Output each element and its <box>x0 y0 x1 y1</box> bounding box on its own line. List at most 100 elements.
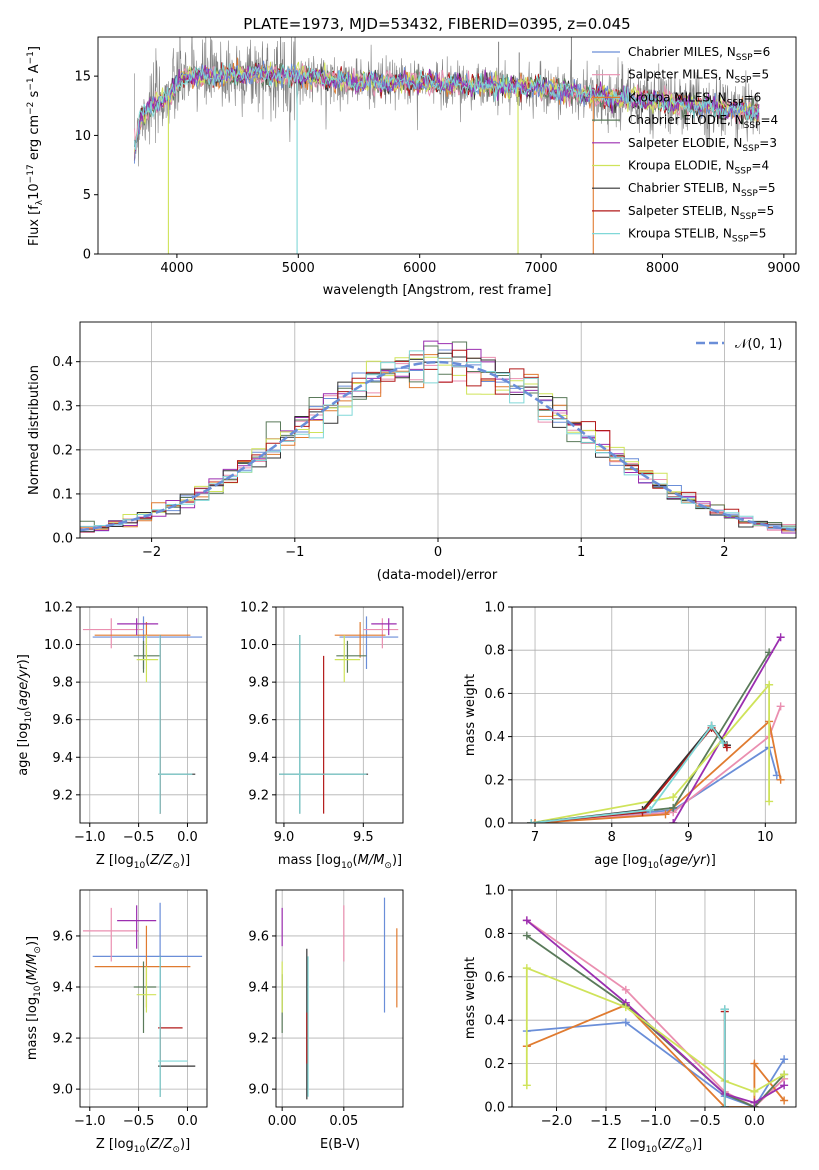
x-tick-label: 8 <box>608 830 616 845</box>
text-segment: mass [log <box>25 997 40 1060</box>
axes-ebv_vs_mass: 0.00 0.05 9.0 9.2 9.4 9.6 E(B-V) <box>248 889 404 1152</box>
plot-area-z_vs_weight <box>522 916 789 1107</box>
text-segment: ( <box>25 980 40 985</box>
weight-line-chabrier_elodie <box>531 651 770 823</box>
text-segment: )] <box>180 853 190 868</box>
plot-area-spectrum <box>133 37 760 254</box>
y-tick-label: 9.0 <box>248 1083 269 1098</box>
weight-marker-chabrier_miles <box>621 1018 630 1027</box>
x-tick-label: −1.0 <box>74 1114 106 1129</box>
y-tick-label: 9.2 <box>52 1032 73 1047</box>
y-tick-label: 10.2 <box>44 601 73 616</box>
y-tick-label: 9.2 <box>248 788 269 803</box>
text-segment: =5 <box>749 227 767 241</box>
text-segment: 10 <box>646 1145 658 1155</box>
text-segment: ] <box>27 46 42 51</box>
y-tick-label: 9.8 <box>248 676 269 691</box>
weight-marker-salpeter_stelib <box>722 743 731 752</box>
text-segment: 10 <box>341 861 353 871</box>
text-segment: age [log <box>16 723 31 776</box>
x-tick-label: −2 <box>142 545 161 560</box>
text-segment: Z [log <box>96 1137 134 1152</box>
y-tick-label: 9.0 <box>52 1083 73 1098</box>
weight-marker-chabrier_elodie <box>669 803 678 812</box>
y-tick-label: 10.2 <box>240 601 269 616</box>
y-tick-label: 9.6 <box>52 713 73 728</box>
legend-entry: Chabrier ELODIE, NSSP=4 <box>628 113 778 131</box>
weight-line-chabrier_stelib <box>531 724 728 823</box>
x-tick-label: 0.05 <box>329 1114 358 1129</box>
text-segment: )] <box>25 936 40 946</box>
axes-z_vs_age: −1.0 −0.5 0.09.29.49.69.810.010.2Z [log10(… <box>16 601 208 871</box>
x-tick-label: −2.0 <box>541 1114 573 1129</box>
text-segment: ⊙ <box>33 946 43 954</box>
weight-marker-kroupa_miles <box>776 775 785 784</box>
text-segment: Kroupa ELODIE, N <box>628 159 735 173</box>
text-segment: ⊙ <box>172 861 180 871</box>
y-tick-label: 9.4 <box>248 981 269 996</box>
axes-mass_vs_age: 9.0 9.5 9.2 9.4 9.6 9.8 10.0 10.2 mass [log10(M/… <box>240 601 404 871</box>
text-segment: ( <box>657 1137 662 1152</box>
y-tick-label: 0.6 <box>484 970 505 985</box>
text-segment: ⊙ <box>172 1145 180 1155</box>
weight-marker-kroupa_stelib <box>719 739 728 748</box>
weight-marker-kroupa_elodie <box>522 1081 531 1090</box>
text-segment: SSP <box>736 53 753 63</box>
text-segment: −17 <box>26 164 36 183</box>
weight-marker-kroupa_elodie <box>780 1070 789 1079</box>
weight-marker-kroupa_elodie <box>669 793 678 802</box>
x-axis-label: Z [log10(Z/Z⊙)] <box>96 853 190 871</box>
legend-entry: Kroupa ELODIE, NSSP=4 <box>628 159 769 177</box>
text-segment: SSP <box>732 235 749 245</box>
text-segment: 10 <box>134 861 146 871</box>
weight-line-kroupa_miles <box>526 1003 785 1107</box>
axes-residual_hist: −2 −1 0 1 2 0.0 0.1 0.2 0.3 0.4 (data-model)/error… <box>27 321 797 583</box>
y-tick-label: 0.2 <box>484 1057 505 1072</box>
weight-marker-kroupa_miles <box>531 819 540 823</box>
y-axis-label: mass weight <box>463 957 478 1039</box>
text-segment: Z [log <box>608 1137 646 1152</box>
weight-line-kroupa_miles <box>534 719 782 823</box>
x-tick-label: 7 <box>531 830 539 845</box>
x-tick-label: 8000 <box>646 261 679 276</box>
text-segment: 10 <box>647 861 659 871</box>
y-axis-label: Flux [fλ10−17 erg cm−2 s−1 A−1] <box>26 46 45 246</box>
weight-marker-kroupa_miles <box>780 1096 789 1105</box>
y-tick-label: 0.8 <box>484 927 505 942</box>
text-segment: Salpeter ELODIE, N <box>628 136 742 150</box>
text-segment: SSP <box>735 76 752 86</box>
plot-area-z_vs_age <box>82 616 203 814</box>
weight-marker-kroupa_elodie <box>522 964 531 973</box>
y-tick-label: 9.2 <box>52 788 73 803</box>
x-tick-label: −0.5 <box>123 830 155 845</box>
axes-z_vs_mass: −1.0 −0.5 0.09.09.29.49.6Z [log10(Z/Z⊙)]ma… <box>25 889 208 1155</box>
text-segment: M/M <box>358 853 385 868</box>
text-segment: Salpeter MILES, N <box>628 68 735 82</box>
text-segment: =5 <box>751 68 769 82</box>
text-segment: −2 <box>26 102 36 115</box>
plot-area-age_vs_weight <box>527 633 785 823</box>
weight-marker-kroupa_elodie <box>765 680 774 689</box>
model-spectrum-salpeter_elodie <box>133 64 760 151</box>
x-tick-label: 0.0 <box>744 1114 765 1129</box>
y-tick-label: 9.4 <box>52 751 73 766</box>
y-tick-label: 0.8 <box>484 644 505 659</box>
text-segment: −1 <box>26 77 36 90</box>
axes-z_vs_weight: −2.0 −1.5 −1.0 −0.5 0.0 0.0 0.2 0.4 0.6 0.8 1.0 Z [… <box>463 884 797 1155</box>
text-segment: Z/Z <box>661 1137 685 1152</box>
y-tick-label: 9.6 <box>248 929 269 944</box>
text-segment: 10 <box>24 711 34 723</box>
text-segment: ( <box>145 1137 150 1152</box>
text-segment: 10 <box>33 985 43 997</box>
x-tick-label: 0.0 <box>177 1114 198 1129</box>
text-segment: 10 <box>134 1145 146 1155</box>
weight-marker-kroupa_miles <box>661 810 670 819</box>
weight-line-kroupa_elodie <box>525 966 785 1093</box>
y-tick-label: 0.2 <box>52 443 73 458</box>
weight-marker-kroupa_stelib <box>707 721 716 730</box>
text-segment: )] <box>706 853 716 868</box>
weight-marker-kroupa_stelib <box>646 806 655 815</box>
weight-marker-kroupa_elodie <box>765 797 774 806</box>
y-tick-label: 0.4 <box>484 1014 505 1029</box>
